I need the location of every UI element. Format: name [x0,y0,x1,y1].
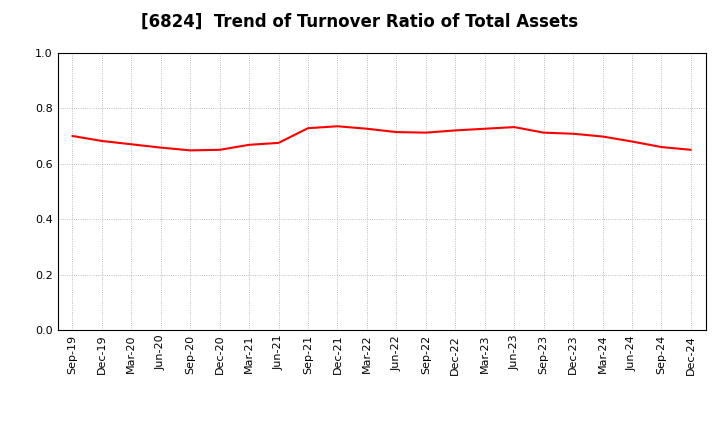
Text: [6824]  Trend of Turnover Ratio of Total Assets: [6824] Trend of Turnover Ratio of Total … [141,13,579,31]
